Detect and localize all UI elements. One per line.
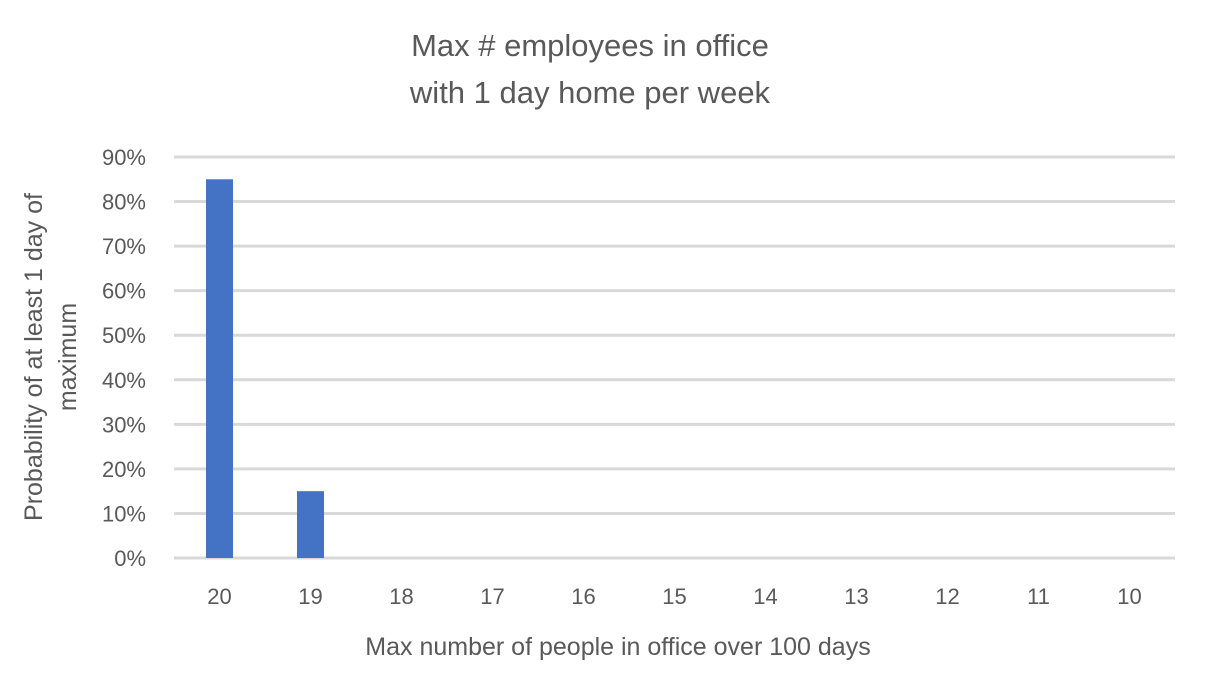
y-tick-label: 50% bbox=[102, 323, 146, 348]
x-axis-label: Max number of people in office over 100 … bbox=[365, 633, 870, 661]
chart-title-line-2: with 1 day home per week bbox=[409, 75, 771, 110]
x-tick-label: 12 bbox=[935, 584, 959, 609]
y-tick-label: 20% bbox=[102, 457, 146, 482]
x-tick-label: 15 bbox=[662, 584, 686, 609]
y-tick-label: 90% bbox=[102, 145, 146, 170]
bar bbox=[206, 179, 233, 558]
x-tick-label: 11 bbox=[1027, 584, 1050, 609]
x-tick-label: 18 bbox=[389, 584, 413, 609]
y-tick-label: 70% bbox=[102, 234, 146, 259]
y-tick-labels: 0% 10% 20% 30% 40% 50% 60% 70% 80% 90% bbox=[102, 145, 146, 571]
chart-title-line-1: Max # employees in office bbox=[411, 28, 769, 63]
x-tick-label: 19 bbox=[298, 584, 322, 609]
x-tick-label: 10 bbox=[1117, 584, 1141, 609]
x-tick-label: 17 bbox=[480, 584, 504, 609]
y-tick-label: 0% bbox=[114, 546, 146, 571]
y-tick-label: 10% bbox=[102, 501, 146, 526]
y-tick-label: 40% bbox=[102, 368, 146, 393]
y-tick-label: 60% bbox=[102, 279, 146, 304]
y-tick-label: 30% bbox=[102, 412, 146, 437]
y-tick-label: 80% bbox=[102, 190, 146, 215]
x-tick-label: 20 bbox=[207, 584, 231, 609]
bars bbox=[206, 179, 324, 558]
bar bbox=[297, 491, 324, 558]
gridlines bbox=[174, 155, 1175, 560]
x-tick-labels: 20 19 18 17 16 15 14 13 12 11 10 bbox=[207, 584, 1141, 609]
y-axis-label-line-2: maximum bbox=[54, 303, 82, 411]
y-axis-label-line-1: Probability of at least 1 day of bbox=[20, 193, 48, 521]
x-tick-label: 13 bbox=[844, 584, 868, 609]
x-tick-label: 14 bbox=[753, 584, 777, 609]
x-tick-label: 16 bbox=[571, 584, 595, 609]
